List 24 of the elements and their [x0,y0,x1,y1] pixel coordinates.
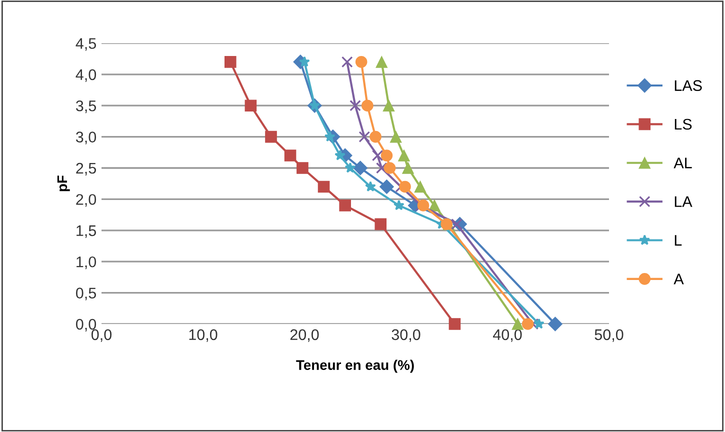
legend-label: LS [674,118,692,130]
y-tick-label: 1,5 [76,225,96,238]
x-tick-label: 40,0 [492,329,522,342]
legend-label: LA [674,196,692,207]
x-tick-label: 0,0 [91,329,112,342]
x-tick-label: 10,0 [189,329,218,342]
y-tick-label: 0,0 [76,318,96,332]
y-tick-label: 4,5 [76,38,96,51]
x-tick-label: 50,0 [594,329,624,342]
y-tick-label: 1,0 [76,256,96,270]
y-axis-title: pF [57,176,70,192]
x-axis-title: Teneur en eau (%) [296,360,414,373]
y-tick-label: 3,0 [76,132,96,144]
legend-label: AL [674,158,692,168]
x-tick-label: 20,0 [290,329,319,342]
y-tick-label: 0,5 [76,288,96,300]
x-tick-label: 30,0 [392,329,420,342]
y-tick-label: 2,5 [76,162,96,176]
y-tick-label: 3,5 [76,100,96,114]
legend-label: LAS [674,80,702,91]
legend-label: A [674,274,684,284]
legend-label: L [674,235,682,246]
y-tick-label: 4,0 [76,69,96,82]
y-tick-label: 2,0 [76,194,96,207]
